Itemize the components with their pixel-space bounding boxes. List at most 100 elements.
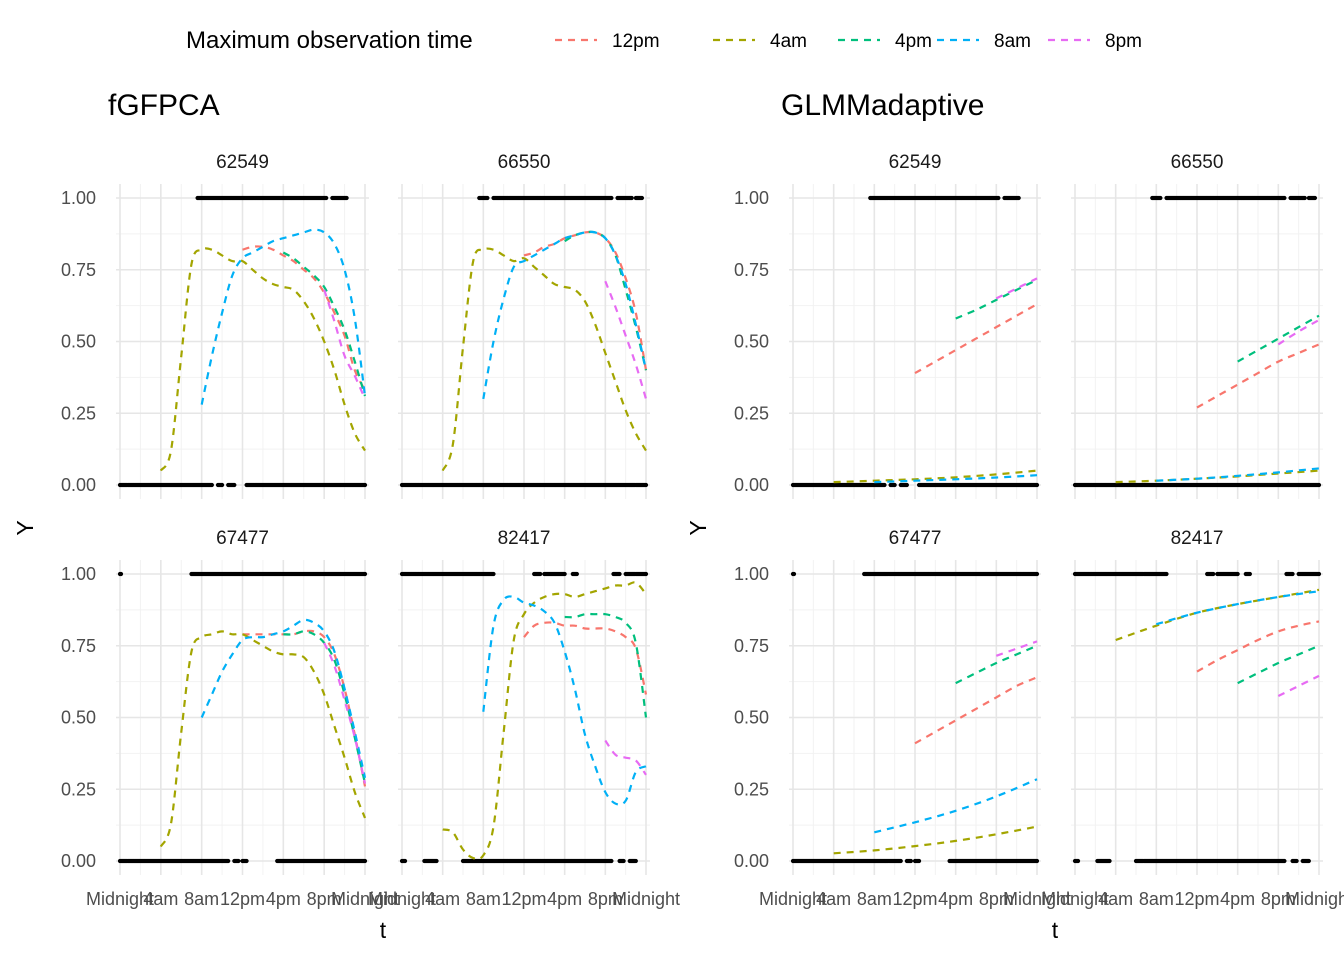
observation-point [1282, 195, 1287, 201]
series-line-8am [874, 474, 1038, 484]
y-tick-label: 1.00 [61, 188, 96, 208]
x-tick-label: 8pm [979, 889, 1014, 909]
series-line-12pm [914, 303, 1038, 375]
panels: 62549 0.00 0.25 0.50 0.75 1.00 66550 67477 0.00 0… [61, 152, 1344, 909]
observation-point [609, 858, 614, 864]
observation-point [629, 195, 634, 201]
legend-items: 12pm 4am 4pm 8am 8pm [555, 31, 1142, 52]
observation-point [1034, 482, 1040, 488]
series-line-4pm [564, 612, 648, 718]
observation-point [617, 571, 622, 577]
y-axis-label-right: Y [685, 520, 711, 535]
observation-point [882, 482, 887, 488]
observation-point [996, 195, 1001, 201]
x-axis-label-right: t [1052, 917, 1059, 943]
x-tick-label: 8am [184, 889, 219, 909]
observation-point [791, 571, 797, 577]
series-line-8am [1156, 590, 1320, 626]
y-tick-label: 0.00 [61, 475, 96, 495]
series-line-4am [442, 581, 647, 861]
series-line-4pm [1237, 644, 1320, 685]
series-line-4pm [282, 251, 367, 397]
observation-point [1282, 858, 1287, 864]
x-tick-label: 8pm [307, 889, 342, 909]
observation-point [1075, 858, 1081, 864]
panel-strip-label: 67477 [216, 528, 269, 549]
panel-strip-label: 66550 [1171, 152, 1224, 173]
group-title-fgfpca: fGFPCA [108, 89, 220, 122]
observation-point [362, 571, 368, 577]
panel-glmmadaptive-62549: 62549 0.00 0.25 0.50 0.75 1.00 [734, 152, 1041, 499]
y-tick-label: 0.75 [61, 260, 96, 280]
observation-point [344, 195, 349, 201]
observation-point [916, 858, 922, 864]
y-tick-label: 0.75 [734, 636, 769, 656]
panel-glmmadaptive-66550: 66550 [1071, 152, 1323, 499]
y-tick-label: 1.00 [734, 564, 769, 584]
y-tick-label: 0.50 [734, 332, 769, 352]
series-line-8pm [323, 289, 367, 400]
observation-point [1247, 571, 1252, 577]
x-tick-label: Midnight [1003, 889, 1071, 909]
y-tick-label: 1.00 [61, 564, 96, 584]
observation-point [1107, 858, 1112, 864]
legend-item-12pm: 12pm [555, 31, 660, 52]
observation-point [633, 858, 638, 864]
observation-point [226, 858, 231, 864]
observation-point [1164, 571, 1169, 577]
observation-points [399, 571, 649, 864]
x-tick-label: 4am [1098, 889, 1133, 909]
x-axis-label-left: t [380, 917, 387, 943]
observation-point [574, 571, 579, 577]
observation-point [232, 482, 237, 488]
legend-item-8pm: 8pm [1048, 31, 1142, 52]
observation-point [904, 482, 909, 488]
x-tick-label: Midnight [1285, 889, 1344, 909]
series-line-4am [1115, 588, 1320, 642]
panel-strip-label: 82417 [1171, 528, 1224, 549]
observation-points [1072, 195, 1322, 488]
observation-point [1235, 571, 1240, 577]
observation-points [117, 571, 368, 864]
y-tick-label: 0.50 [61, 332, 96, 352]
y-tick-label: 0.25 [61, 403, 96, 423]
legend: Maximum observation time 12pm 4am 4pm 8am 8p… [186, 27, 1142, 54]
series-line-12pm [242, 245, 366, 391]
x-tick-label: 8am [857, 889, 892, 909]
x-tick-label: 8pm [1261, 889, 1296, 909]
x-tick-label: 4am [143, 889, 178, 909]
legend-item-8am: 8am [937, 31, 1031, 52]
legend-label-4pm: 4pm [895, 31, 932, 52]
y-tick-label: 0.75 [61, 636, 96, 656]
series-line-8pm [604, 739, 647, 776]
y-tick-label: 0.50 [734, 708, 769, 728]
observation-point [892, 482, 897, 488]
observation-point [1316, 482, 1322, 488]
observation-point [324, 195, 329, 201]
observation-point [1034, 571, 1040, 577]
x-tick-label: 4pm [547, 889, 582, 909]
panel-strip-label: 82417 [498, 528, 551, 549]
series-line-12pm [523, 230, 648, 371]
series-line-4pm [1237, 314, 1320, 363]
observation-point [1294, 858, 1299, 864]
legend-title: Maximum observation time [186, 27, 473, 54]
observation-point [1158, 195, 1163, 201]
observation-point [1312, 195, 1318, 201]
observation-point [209, 482, 214, 488]
series-line-4am [159, 247, 366, 472]
series-line-8pm [995, 277, 1038, 300]
series-line-12pm [1196, 343, 1320, 409]
x-tick-label: 8pm [588, 889, 623, 909]
legend-item-4pm: 4pm [838, 31, 932, 52]
observation-point [362, 858, 368, 864]
legend-item-4am: 4am [713, 31, 807, 52]
observation-point [244, 858, 249, 864]
observation-point [1290, 571, 1295, 577]
observation-point [609, 195, 614, 201]
observation-points [399, 195, 649, 488]
x-tick-label: 12pm [220, 889, 265, 909]
series-line-8pm [1277, 674, 1320, 697]
